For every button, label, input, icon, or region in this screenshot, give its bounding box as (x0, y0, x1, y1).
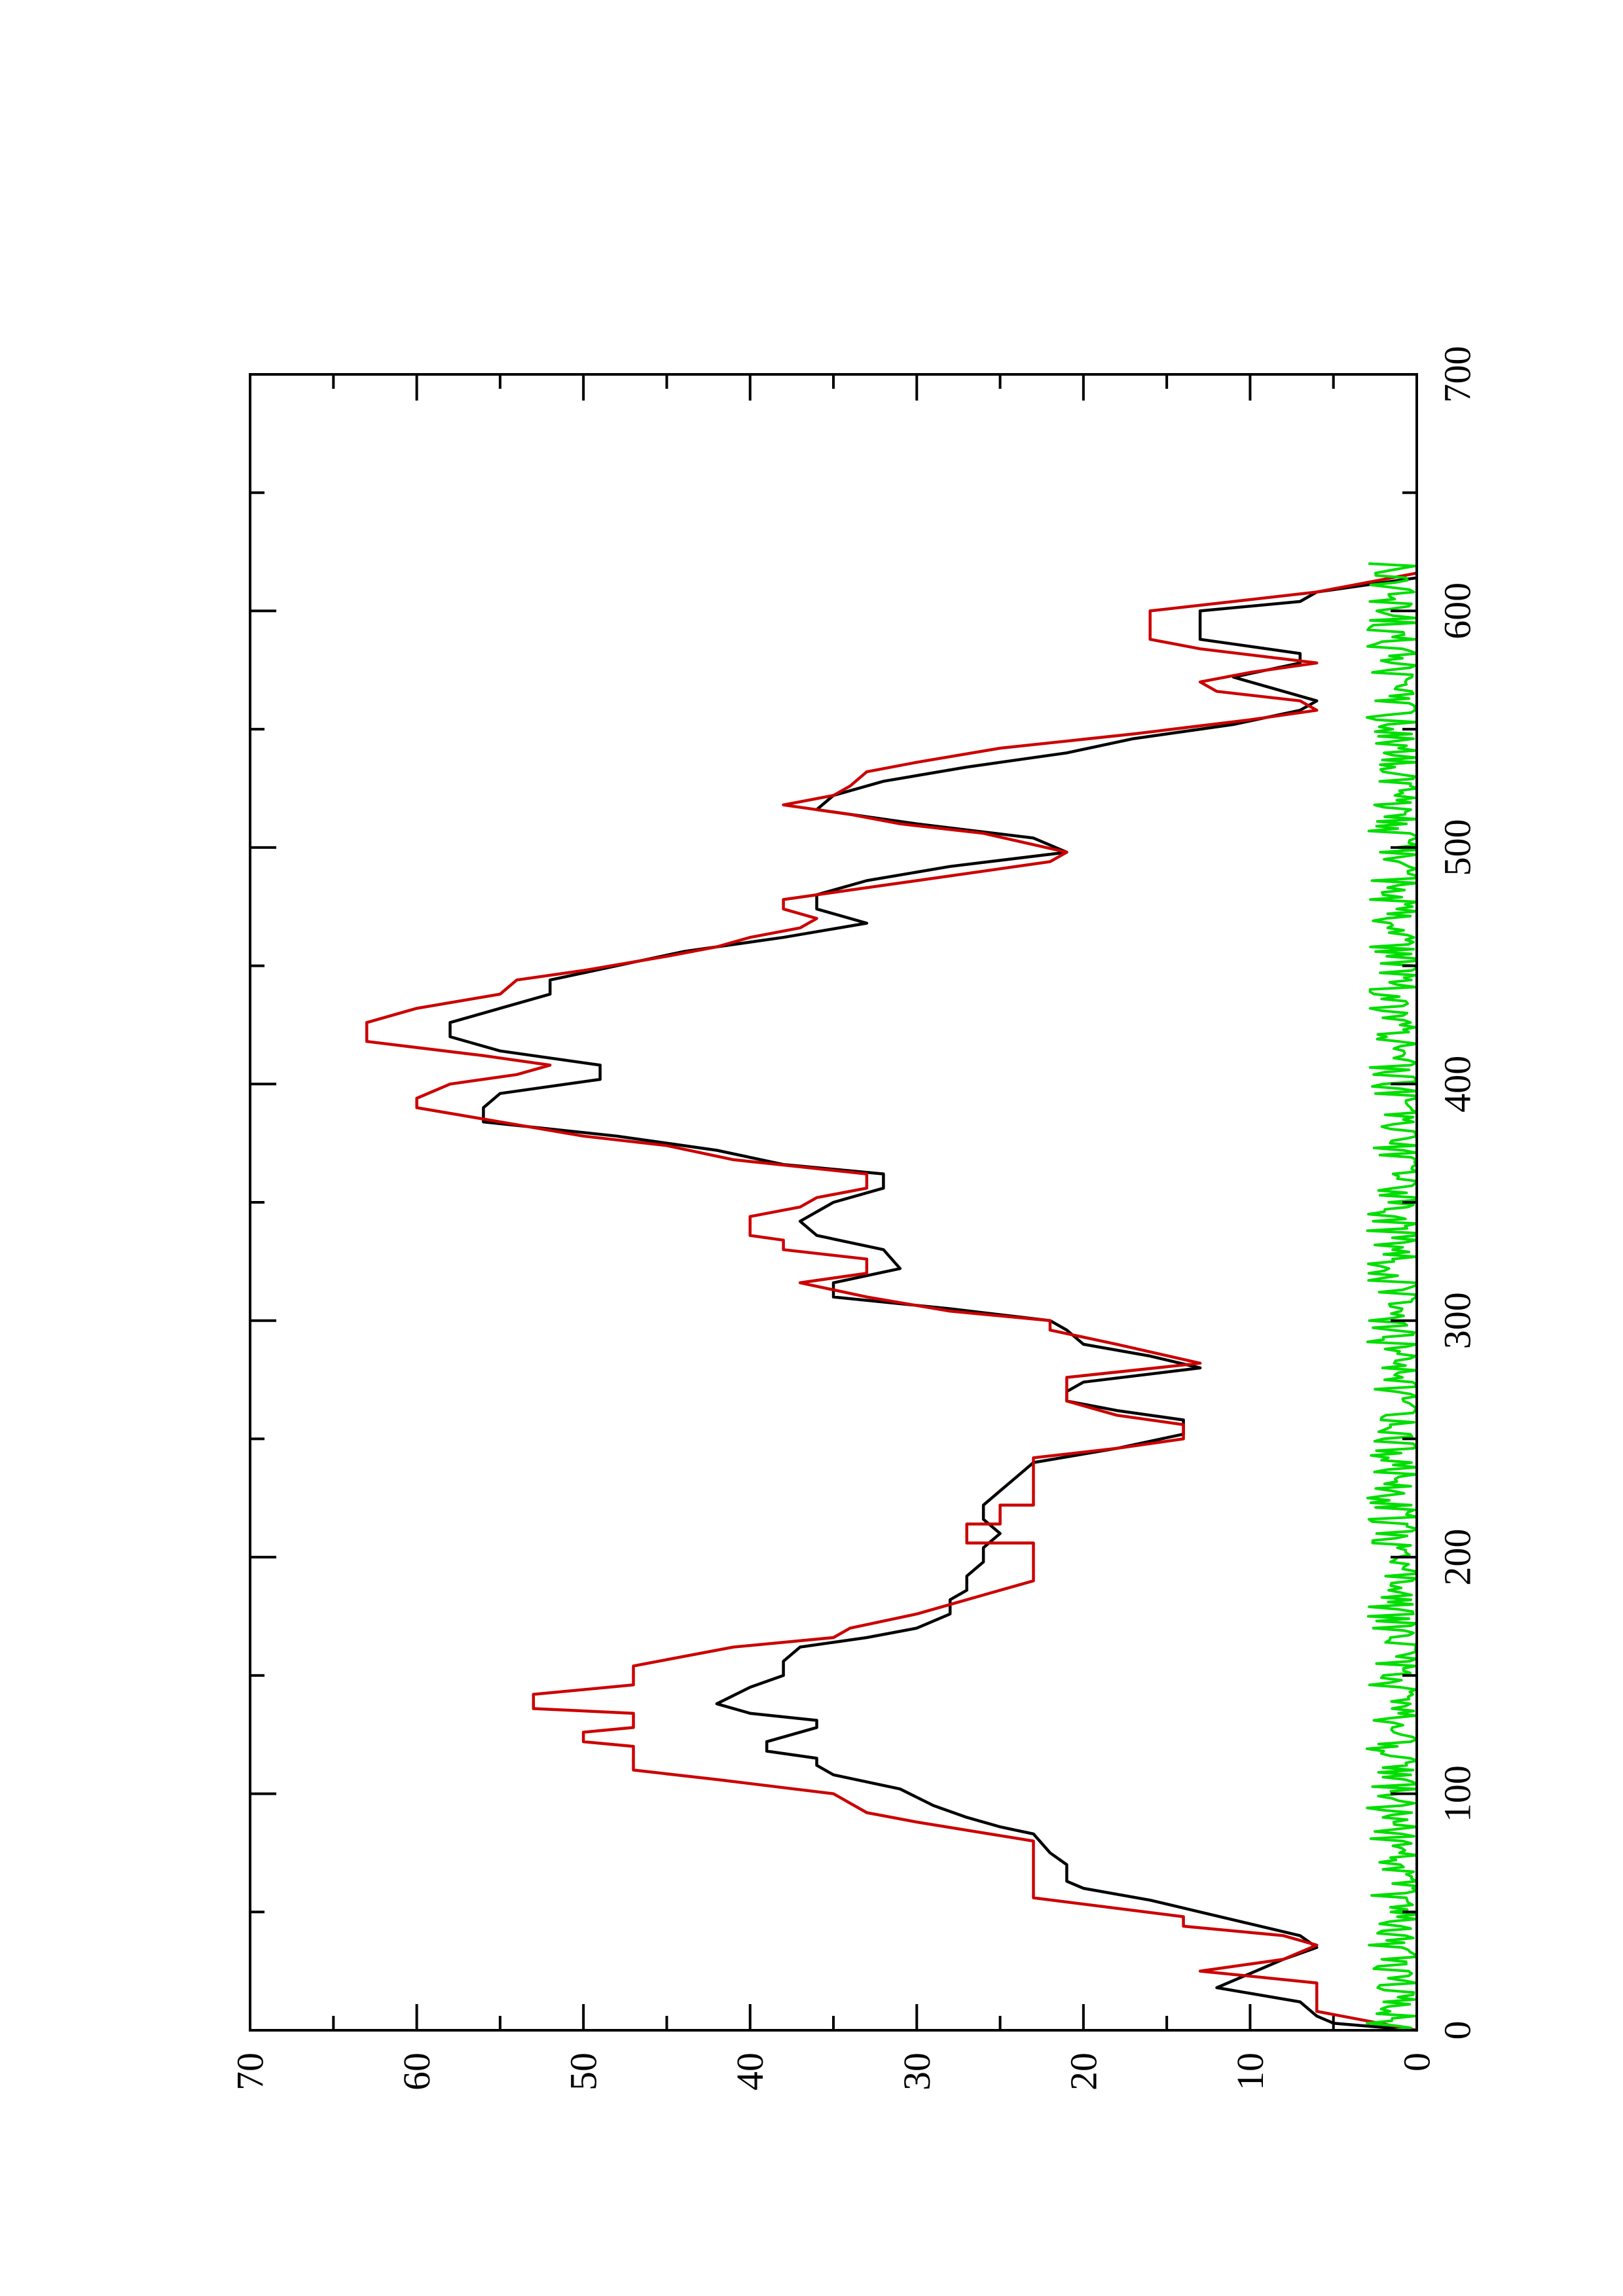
series-layer (365, 562, 1418, 2032)
labels-layer: 0 100 200 300 400 500 600 700 0 10 20 30 40 50 60 70 (229, 346, 1479, 2091)
x-tick-label: 0 (1436, 2021, 1479, 2040)
ticks-layer (249, 373, 1418, 2032)
y-tick-label: 20 (1062, 2053, 1104, 2090)
y-tick-label: 60 (395, 2053, 438, 2090)
series-line-1 (448, 576, 1417, 2032)
x-tick-label: 100 (1436, 1765, 1479, 1822)
x-tick-label: 700 (1436, 346, 1479, 403)
x-tick-label: 200 (1436, 1529, 1479, 1586)
y-tick-label: 50 (562, 2053, 605, 2090)
series-line-3 (1365, 562, 1418, 2032)
y-tick-label: 70 (229, 2053, 272, 2090)
x-tick-label: 600 (1436, 583, 1479, 639)
plot-frame (249, 373, 1418, 2032)
x-tick-label: 500 (1436, 819, 1479, 876)
x-tick-label: 400 (1436, 1056, 1479, 1113)
plot-area (249, 373, 1418, 2032)
y-tick-label: 40 (729, 2053, 771, 2090)
y-tick-label: 0 (1396, 2053, 1438, 2072)
x-tick-label: 300 (1436, 1292, 1479, 1349)
series-line-2 (365, 571, 1417, 2032)
y-tick-label: 10 (1229, 2053, 1271, 2090)
y-tick-label: 30 (896, 2053, 938, 2090)
